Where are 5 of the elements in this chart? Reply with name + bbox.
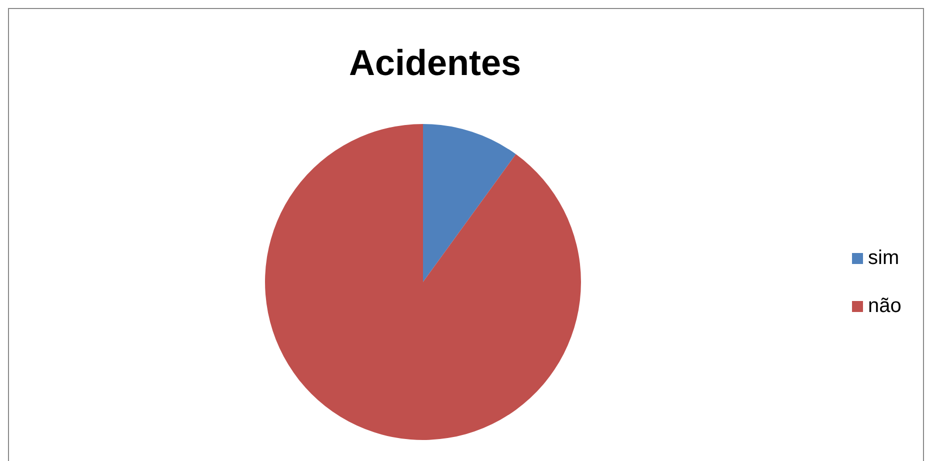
pie-slice	[423, 124, 516, 282]
pie-slice	[265, 124, 581, 440]
legend-label: não	[868, 295, 902, 317]
legend-label: sim	[868, 247, 900, 269]
chart-title: Acidentes	[348, 42, 522, 83]
